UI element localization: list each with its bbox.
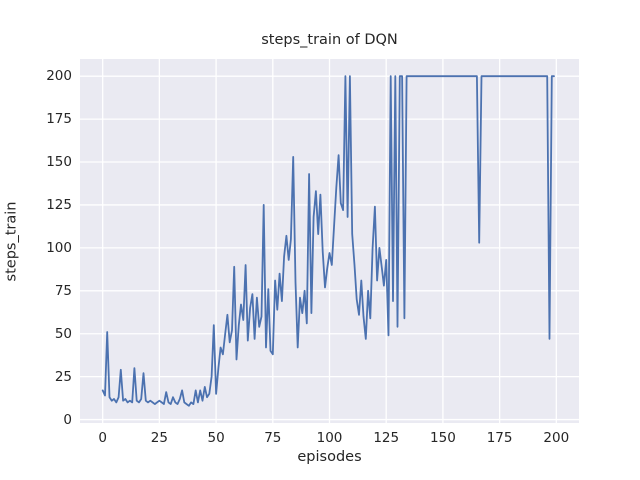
x-tick-label: 200 — [543, 430, 570, 446]
x-tick-label: 150 — [430, 430, 456, 446]
data-line — [101, 75, 555, 407]
plot-svg — [80, 59, 579, 423]
x-axis-label: episodes — [297, 449, 362, 465]
x-tick-label: 25 — [150, 430, 168, 446]
y-tick-label: 125 — [46, 196, 72, 213]
x-tick-label: 125 — [373, 430, 400, 446]
chart-title: steps_train of DQN — [261, 32, 398, 48]
x-tick-label: 0 — [98, 430, 107, 446]
x-tick-label: 75 — [264, 430, 282, 446]
y-tick-label: 175 — [46, 111, 72, 128]
y-tick-label: 75 — [54, 282, 72, 299]
plot-area — [80, 59, 579, 423]
x-tick-label: 50 — [207, 430, 225, 446]
y-tick-label: 150 — [46, 154, 72, 171]
x-tick-label: 100 — [316, 430, 343, 446]
y-axis-label: steps_train — [3, 201, 20, 282]
y-tick-label: 100 — [46, 239, 72, 256]
x-tick-label: 175 — [486, 430, 513, 446]
y-tick-label: 0 — [63, 411, 72, 428]
y-tick-label: 50 — [54, 325, 72, 342]
y-tick-label: 200 — [46, 68, 72, 85]
y-tick-label: 25 — [54, 368, 72, 385]
